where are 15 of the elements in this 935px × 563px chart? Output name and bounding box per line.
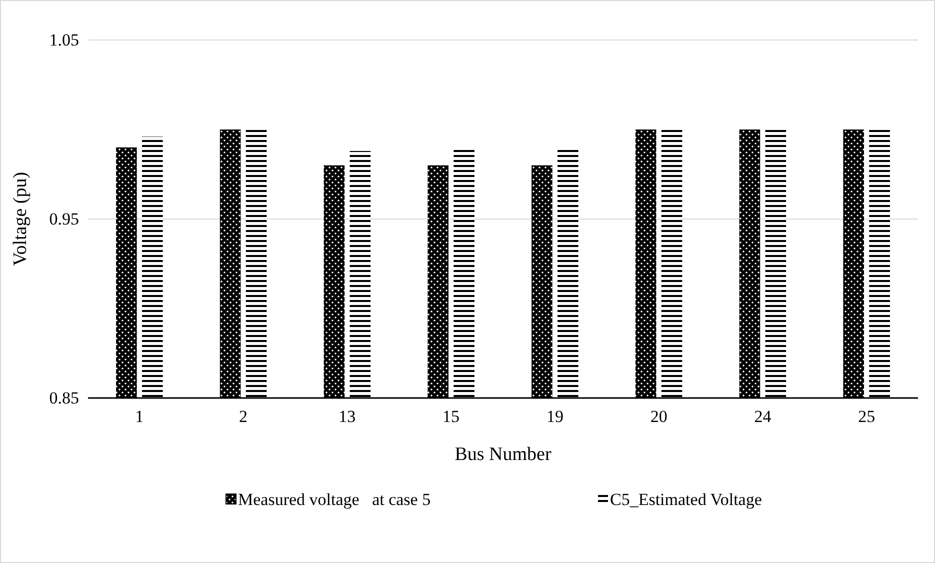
x-tick-label: 13	[338, 407, 356, 426]
x-tick-label: 25	[858, 407, 876, 426]
x-tick-label: 24	[754, 407, 772, 426]
y-axis-title: Voltage (pu)	[10, 172, 31, 266]
x-tick-label: 2	[239, 407, 248, 426]
legend-label: C5_Estimated Voltage	[610, 490, 762, 509]
y-tick-label: 1.05	[49, 30, 79, 50]
y-tick-label: 0.85	[49, 388, 79, 408]
x-tick-label: 20	[650, 407, 668, 426]
x-tick-label: 1	[135, 407, 144, 426]
legend-label: Measured voltage at case 5	[238, 490, 431, 509]
x-axis-title: Bus Number	[454, 444, 552, 465]
x-tick-label: 15	[442, 407, 460, 426]
x-tick-label: 19	[546, 407, 564, 426]
y-tick-label: 0.95	[49, 209, 79, 228]
